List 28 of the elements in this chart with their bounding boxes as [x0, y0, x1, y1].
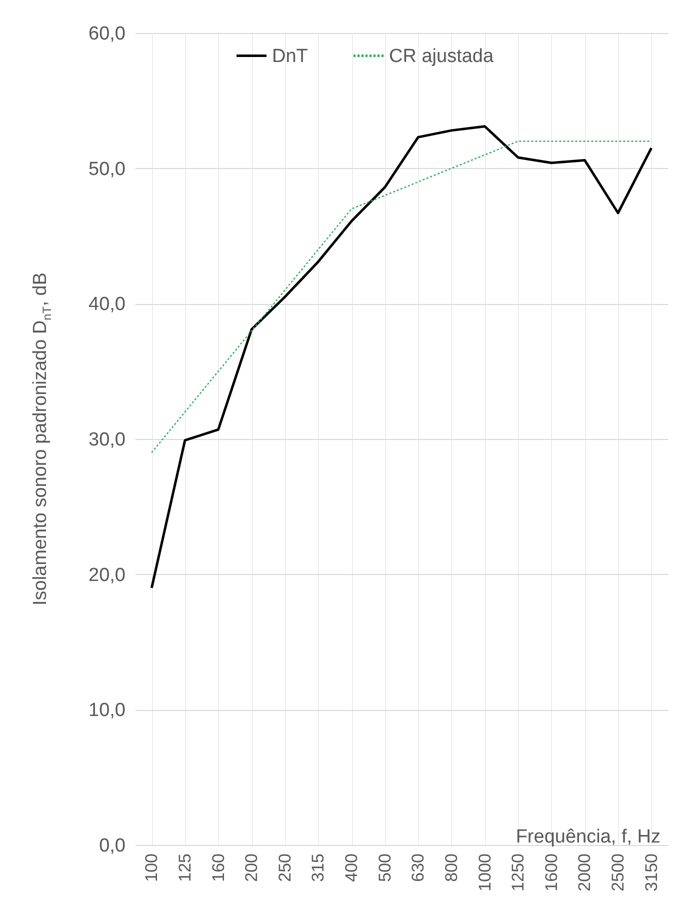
line-series [151, 140, 652, 454]
x-tick-label: 3150 [642, 854, 661, 892]
x-axis-title: Frequência, f, Hz [516, 826, 660, 848]
y-tick-label: 20,0 [88, 564, 126, 586]
x-tick-label: 125 [175, 854, 194, 882]
y-tick-label: 30,0 [88, 430, 126, 450]
x-tick-label: 100 [142, 854, 162, 882]
x-tick-label: 1600 [542, 854, 561, 892]
x-tick-label: 160 [208, 854, 228, 882]
legend-label: CR ajustada [389, 46, 494, 67]
x-tick-label: 315 [308, 854, 328, 882]
line-series [150, 125, 653, 590]
x-tick-label: 500 [375, 854, 394, 882]
y-tick-label: 50,0 [88, 158, 126, 180]
x-tick-label: 800 [442, 854, 461, 882]
y-tick-label: 10,0 [88, 700, 126, 722]
x-tick-label: 2000 [575, 854, 594, 892]
y-tick-label: 0,0 [99, 836, 126, 856]
y-tick-label: 40,0 [88, 294, 126, 316]
x-tick-label: 1250 [508, 854, 528, 892]
x-tick-label: 200 [242, 854, 262, 882]
x-tick-label: 400 [342, 854, 362, 882]
x-tick-label: 250 [275, 854, 294, 882]
legend-label: DnT [272, 46, 308, 67]
x-tick-label: 1000 [475, 854, 494, 892]
x-tick-label: 630 [408, 854, 428, 882]
y-tick-label: 60,0 [88, 24, 126, 44]
x-tick-label: 2500 [608, 854, 628, 892]
